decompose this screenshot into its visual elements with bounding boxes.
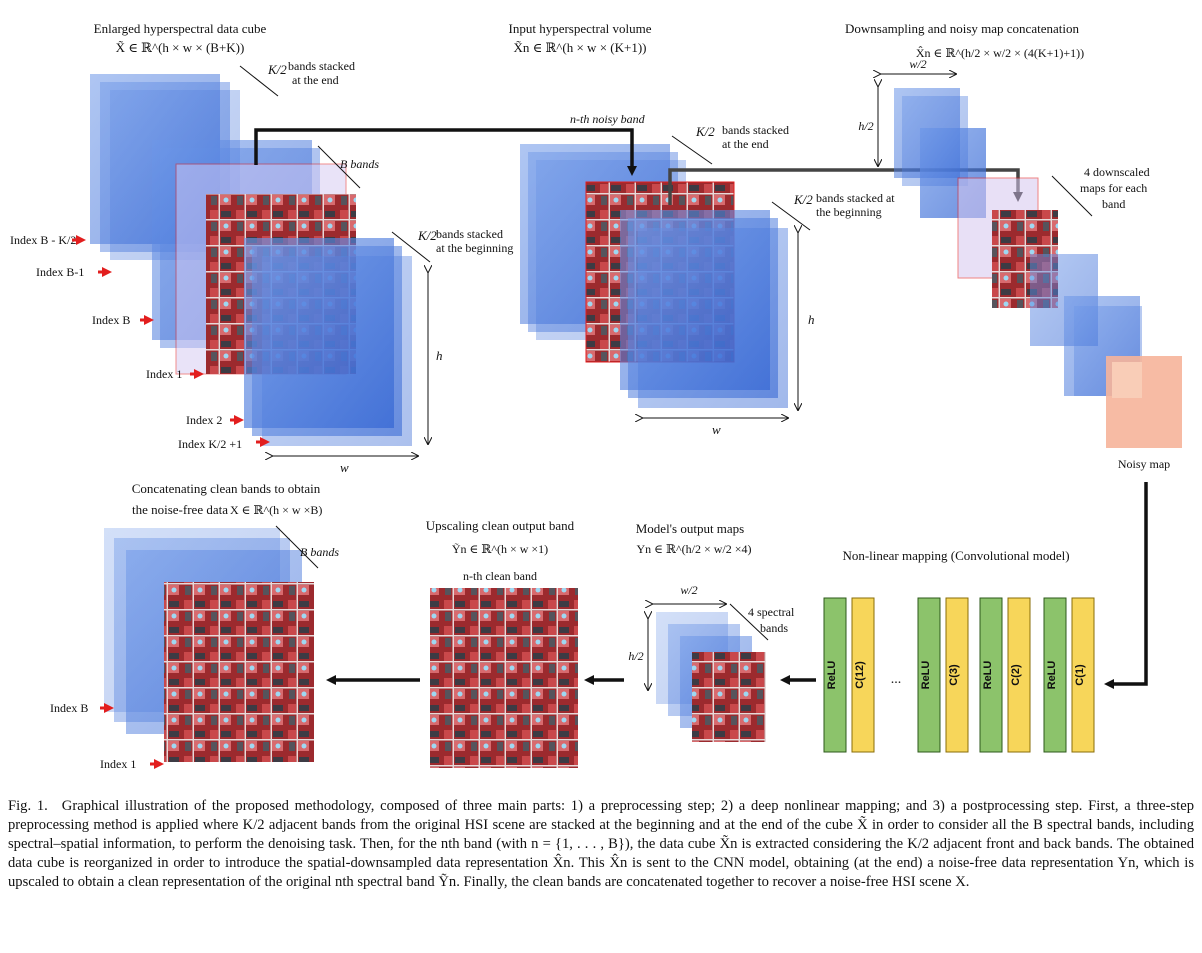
upscaling-scene-image [430,588,578,768]
cube1-k-begin-frac: K/2 [417,228,437,243]
layer-relu-12 [823,597,847,753]
volume-noisy-band-label: n-th noisy band [570,112,646,126]
layer-conv-1-label: C(1) [1074,664,1086,686]
downsampling-note-3: band [1102,197,1125,211]
volume-end-guide [671,135,713,165]
layer-relu-1 [1043,597,1067,753]
output-cube-group: Concatenating clean bands to obtain the … [50,481,339,771]
cube1-group: Enlarged hyperspectral data cube X̃ ∈ ℝ^… [10,21,513,475]
volume-h-label: h [808,312,815,327]
mapping-ellipsis: ... [891,672,902,687]
volume-begin-note-2: the beginning [816,205,882,219]
cube1-b-label: B bands [340,157,379,171]
cube1-w-label: w [340,460,349,475]
downsampling-group: Downsampling and noisy map concatenation… [845,21,1182,471]
model-output-w-half: w/2 [680,583,697,597]
output-cube-title-1: Concatenating clean bands to obtain [132,481,321,496]
model-output-note-1: 4 spectral [748,605,795,619]
cube1-index-5: Index 2 [186,413,222,427]
upscaling-clean-band: n-th clean band [463,569,537,583]
mapping-group: Non-linear mapping (Convolutional model)… [823,548,1095,753]
layer-conv-12 [851,597,875,753]
cube1-math: X̃ ∈ ℝ^(h × w × (B+K)) [116,40,245,55]
layer-relu-2-label: ReLU [982,661,994,690]
volume-begin-frac: K/2 [793,192,813,207]
volume-end-note-2: at the end [722,137,769,151]
output-cube-math: X ∈ ℝ^(h × w ×B) [230,503,322,517]
downsampling-note-2: maps for each [1080,181,1147,195]
output-cube-b-guide [275,525,319,569]
volume-begin-guide [771,201,811,231]
arrow-cube-to-volume [254,128,637,176]
cube1-h-label: h [436,348,443,363]
output-cube-scene-image [164,582,314,762]
model-output-math: Yn ∈ ℝ^(h/2 × w/2 ×4) [636,542,751,556]
caption-text: Graphical illustration of the proposed m… [8,798,1194,890]
cube1-front-stack-3 [244,238,394,428]
cube1-index-6: Index K/2 +1 [178,437,242,451]
mapping-title: Non-linear mapping (Convolutional model) [842,548,1069,563]
volume-end-frac: K/2 [695,124,715,139]
output-cube-title-2: the noise-free data [132,502,228,517]
cube1-b-guide [317,145,361,189]
cube1-index-2: Index B-1 [36,265,84,279]
cube1-k-begin-guide [391,231,431,263]
model-output-note-2: bands [760,621,788,635]
cube1-bottom-note-1: bands stacked [436,227,503,241]
figure-caption: Fig. 1. Graphical illustration of the pro… [8,797,1194,892]
layer-relu-2 [979,597,1003,753]
caption-label: Fig. 1. [8,798,48,814]
downsampling-note-1: 4 downscaled [1084,165,1150,179]
downsampling-math: X̂n ∈ ℝ^(h/2 × w/2 × (4(K+1)+1)) [916,46,1084,60]
layer-conv-12-label: C(12) [854,661,866,689]
output-cube-index-2: Index 1 [100,757,136,771]
layer-relu-12-label: ReLU [826,661,838,690]
noisy-map-label: Noisy map [1118,457,1170,471]
layer-conv-1 [1071,597,1095,753]
layer-relu-1-label: ReLU [1046,661,1058,690]
volume-begin-note-1: bands stacked at [816,191,895,205]
volume-end-note-1: bands stacked [722,123,789,137]
methodology-diagram: Enlarged hyperspectral data cube X̃ ∈ ℝ^… [10,21,1182,771]
noisy-map-tile-light [1112,362,1142,398]
downsampling-w-half: w/2 [909,57,926,71]
cube1-bottom-note-2: at the beginning [436,241,513,255]
volume-math: X̃n ∈ ℝ^(h × w × (K+1)) [513,40,646,55]
volume-title: Input hyperspectral volume [509,21,652,36]
layer-conv-2-label: C(2) [1010,664,1022,686]
upscaling-math: Ỹn ∈ ℝ^(h × w ×1) [452,542,548,556]
upscaling-title: Upscaling clean output band [426,518,575,533]
cube1-k-end-guide [239,65,279,97]
downsampling-h-half: h/2 [858,119,873,133]
volume-w-label: w [712,422,721,437]
volume-front-stack-3 [620,210,770,390]
layer-conv-2 [1007,597,1031,753]
model-output-scene-image [692,652,766,742]
layer-conv-3-label: C(3) [948,664,960,686]
layer-relu-3 [917,597,941,753]
output-cube-b-label: B bands [300,545,339,559]
downsampling-note-guide [1051,175,1093,217]
cube1-top-note-1: bands stacked [288,59,355,73]
model-output-h-half: h/2 [628,649,643,663]
model-output-title: Model's output maps [636,521,745,536]
arrow-noisy-to-model [1104,482,1148,689]
output-cube-index-1: Index B [50,701,88,715]
model-output-group: Model's output maps Yn ∈ ℝ^(h/2 × w/2 ×4… [628,521,795,742]
layer-relu-3-label: ReLU [920,661,932,690]
model-output-note-guide [729,603,769,641]
layer-conv-3 [945,597,969,753]
cube1-index-4: Index 1 [146,367,182,381]
downsampling-title: Downsampling and noisy map concatenation [845,21,1079,36]
volume-group: Input hyperspectral volume X̃n ∈ ℝ^(h × … [509,21,896,437]
cube1-index-3: Index B [92,313,130,327]
cube1-top-note-2: at the end [292,73,339,87]
upscaling-group: Upscaling clean output band Ỹn ∈ ℝ^(h × … [426,518,578,768]
cube1-k-end-frac: K/2 [267,62,287,77]
cube1-index-1: Index B - K/2 [10,233,76,247]
cube1-title: Enlarged hyperspectral data cube [94,21,267,36]
